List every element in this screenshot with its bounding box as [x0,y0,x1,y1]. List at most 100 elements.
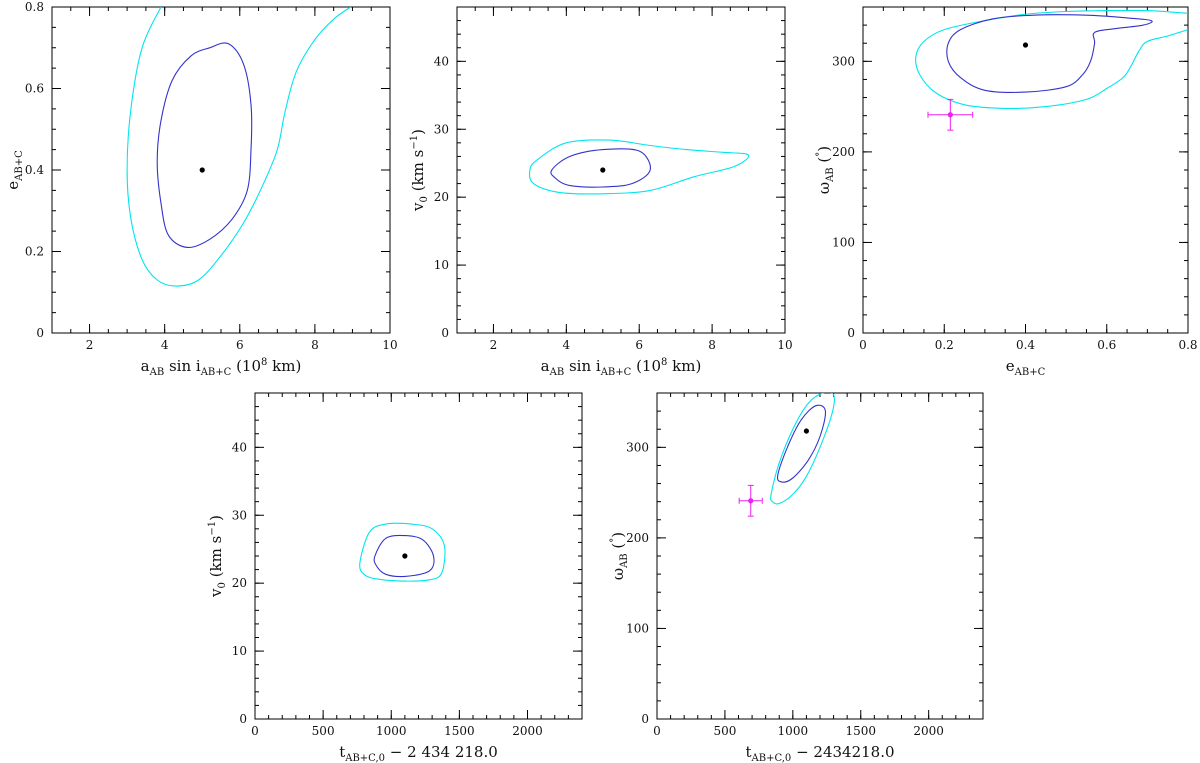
x-tick-label: 4 [161,338,169,352]
reference-point-group [738,484,763,517]
y-tick-label: 100 [832,235,855,249]
reference-point [947,112,953,118]
x-label-mid: sin i [164,357,201,375]
plot-frame [862,6,1189,334]
best-fit-point [199,167,205,173]
x-label-end: km) [667,357,701,375]
x-label-sup: 8 [261,357,267,368]
x-axis-label: aAB sin iAB+C (108 km) [541,357,702,378]
y-label-sub: 0 [419,196,430,202]
x-label-sub: AB+C [1014,367,1046,378]
plot-frame [51,6,391,334]
y-label-main: v [409,202,427,212]
y-axis-label: v0 (km s−1) [409,129,430,212]
x-label-main: a [141,357,150,375]
contour-inner [550,148,651,188]
y-label-tail: (km s [409,150,427,196]
best-fit-point [402,553,408,559]
contour-inner [373,534,435,578]
y-tick-label: 0 [36,326,44,340]
x-label-sub: AB+C,0 [344,753,385,763]
x-tick-label: 500 [312,724,335,738]
y-tick-label: 0.8 [25,0,44,14]
y-label-sub: 0 [217,582,228,588]
y-tick-label: 10 [434,258,449,272]
panel-v0-vs-t0: 0 500 1000 1500 2000 0 10 20 30 40 tAB+C,0 − 2 434… [207,392,583,763]
x-label-sub2: AB+C [600,367,632,378]
best-fit-point [600,167,606,173]
y-label-tail: (km s [207,536,225,582]
y-label-end: ) [815,146,833,152]
panel-omega-vs-e: 0 0.2 0.4 0.6 0.8 0 100 200 300 eAB+C ωAB (°) [815,6,1198,378]
y-tick-label: 0 [847,326,855,340]
x-tick-label: 1500 [444,724,475,738]
x-tick-label: 0.8 [1178,338,1197,352]
y-tick-label: 20 [434,190,449,204]
x-label-tail: (10 [631,357,661,375]
y-label-tail: ( [609,543,627,554]
contour-inner [946,14,1153,93]
y-tick-label: 0.2 [25,245,44,259]
y-tick-label: 100 [626,621,649,635]
x-label-main: t [339,743,345,761]
plot-frame [656,392,984,720]
x-label-main: e [1006,357,1015,375]
x-tick-label: 0.2 [935,338,954,352]
reference-point-group [927,98,974,131]
x-tick-label: 0 [859,338,867,352]
y-label-sup: ° [609,538,620,543]
y-tick-label: 20 [232,576,247,590]
x-label-main: a [541,357,550,375]
x-label-end: km) [267,357,301,375]
y-label-sub: AB [825,167,836,183]
x-label-sub: AB+C,0 [751,753,792,763]
y-tick-label: 30 [232,508,247,522]
y-axis-label: ωAB (°) [609,532,630,580]
x-tick-label: 0 [653,724,661,738]
y-label-main: e [4,181,22,190]
y-axis-label: eAB+C [4,150,25,190]
x-tick-label: 10 [382,338,397,352]
x-tick-label: 1000 [778,724,809,738]
y-label-end: ) [609,532,627,538]
y-tick-label: 40 [232,440,247,454]
x-label-tail: (10 [231,357,261,375]
y-label-end: ) [207,515,225,521]
y-tick-label: 0 [239,712,247,726]
x-axis-label: aAB sin iAB+C (108 km) [141,357,302,378]
plot-frame [456,6,786,334]
y-tick-label: 200 [832,145,855,159]
plot-area [770,393,836,505]
y-label-end: ) [409,129,427,135]
best-fit-point [1022,42,1029,48]
contour-outer [770,393,836,505]
x-axis-label: eAB+C [1006,357,1046,378]
x-label-tail: − 2 434 218.0 [385,743,498,761]
y-label-main: ω [609,568,627,580]
y-label-sup: ° [815,152,826,157]
reference-point [748,498,754,504]
x-tick-label: 6 [236,338,244,352]
x-tick-label: 500 [713,724,736,738]
y-axis-label: ωAB (°) [815,146,836,194]
x-tick-label: 4 [563,338,571,352]
y-label-sub: AB+C [14,150,25,182]
x-tick-label: 8 [708,338,716,352]
plot-area [359,522,446,582]
contour-outer [126,7,351,287]
x-tick-label: 2 [490,338,498,352]
y-label-sub: AB [619,553,630,569]
contour-outer [359,522,446,582]
x-label-sub: AB [549,367,565,378]
contour-outer [915,9,1188,110]
y-label-main: ω [815,182,833,194]
contour-outer [528,139,750,195]
x-tick-label: 0 [251,724,259,738]
plot-area [126,7,351,287]
y-tick-label: 300 [832,54,855,68]
y-axis-label: v0 (km s−1) [207,515,228,598]
plot-area [528,139,750,195]
x-tick-label: 10 [777,338,792,352]
